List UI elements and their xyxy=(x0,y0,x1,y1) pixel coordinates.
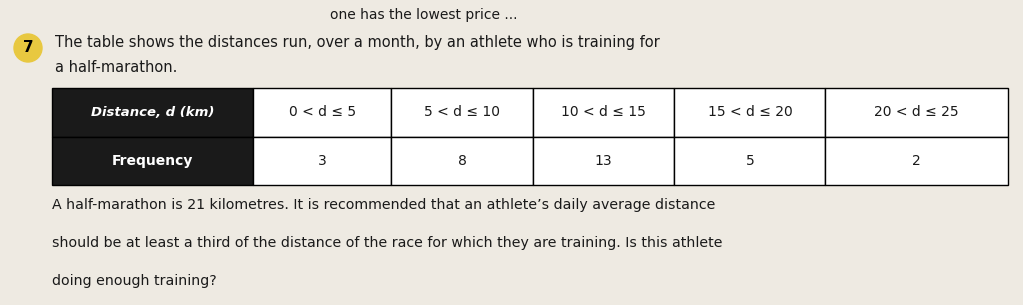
Bar xyxy=(392,88,533,137)
Text: 7: 7 xyxy=(23,41,34,56)
Bar xyxy=(392,137,533,185)
Bar xyxy=(253,137,392,185)
Text: 5 < d ≤ 10: 5 < d ≤ 10 xyxy=(425,105,500,119)
Bar xyxy=(533,137,674,185)
Text: doing enough training?: doing enough training? xyxy=(52,274,217,288)
Text: Frequency: Frequency xyxy=(112,154,193,168)
Text: 3: 3 xyxy=(318,154,326,168)
Text: The table shows the distances run, over a month, by an athlete who is training f: The table shows the distances run, over … xyxy=(55,35,660,50)
Bar xyxy=(674,137,826,185)
Bar xyxy=(674,88,826,137)
Bar xyxy=(826,88,1008,137)
Text: one has the lowest price ...: one has the lowest price ... xyxy=(330,8,518,22)
Text: should be at least a third of the distance of the race for which they are traini: should be at least a third of the distan… xyxy=(52,236,722,250)
Bar xyxy=(533,88,674,137)
Bar xyxy=(52,88,253,137)
Text: 10 < d ≤ 15: 10 < d ≤ 15 xyxy=(562,105,647,119)
Text: 15 < d ≤ 20: 15 < d ≤ 20 xyxy=(708,105,792,119)
Bar xyxy=(253,88,392,137)
Text: a half-marathon.: a half-marathon. xyxy=(55,60,177,75)
Text: 20 < d ≤ 25: 20 < d ≤ 25 xyxy=(875,105,959,119)
Text: 0 < d ≤ 5: 0 < d ≤ 5 xyxy=(288,105,356,119)
Text: 2: 2 xyxy=(913,154,921,168)
Text: 5: 5 xyxy=(746,154,754,168)
Text: Distance, d (km): Distance, d (km) xyxy=(91,106,214,119)
Text: 8: 8 xyxy=(457,154,466,168)
Bar xyxy=(52,137,253,185)
Text: 13: 13 xyxy=(594,154,613,168)
Bar xyxy=(826,137,1008,185)
Circle shape xyxy=(14,34,42,62)
Text: A half-marathon is 21 kilometres. It is recommended that an athlete’s daily aver: A half-marathon is 21 kilometres. It is … xyxy=(52,198,715,212)
